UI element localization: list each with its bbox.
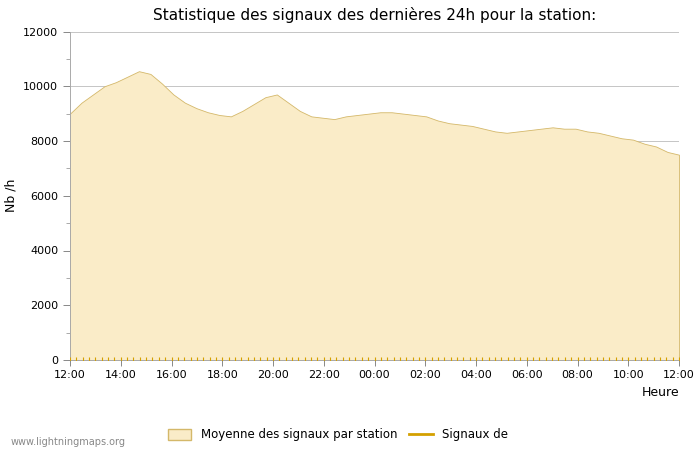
Y-axis label: Nb /h: Nb /h [4, 179, 18, 212]
Title: Statistique des signaux des dernières 24h pour la station:: Statistique des signaux des dernières 24… [153, 7, 596, 23]
Text: www.lightningmaps.org: www.lightningmaps.org [10, 436, 125, 446]
X-axis label: Heure: Heure [641, 386, 679, 399]
Legend: Moyenne des signaux par station, Signaux de: Moyenne des signaux par station, Signaux… [163, 423, 513, 446]
